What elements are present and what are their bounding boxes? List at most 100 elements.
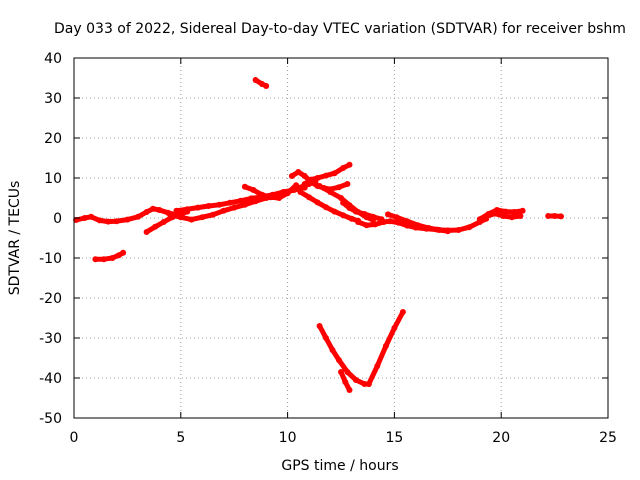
y-tick-label: 20 (44, 131, 62, 147)
data-point (331, 208, 338, 215)
y-tick-label: 10 (44, 171, 62, 187)
data-point (284, 190, 291, 197)
data-point (109, 255, 116, 261)
data-point (331, 170, 338, 177)
data-point (124, 216, 131, 223)
data-point (355, 219, 362, 225)
axis-ticks: 0 5 10 15 20 25 -50 -40 -30 -20 -10 0 10 20 30 40 (39, 51, 617, 446)
data-point (551, 213, 558, 219)
chart-title: Day 033 of 2022, Sidereal Day-to-day VTE… (54, 21, 626, 37)
data-point (96, 217, 103, 224)
data-point (363, 222, 370, 229)
data-point (248, 195, 255, 202)
y-tick-label: 30 (44, 91, 62, 107)
data-point (517, 213, 524, 219)
y-tick-label: -40 (39, 371, 62, 387)
data-point (308, 176, 315, 183)
data-point (188, 216, 195, 223)
data-point (511, 209, 517, 215)
data-point (160, 219, 167, 225)
data-point (346, 205, 353, 211)
data-point (545, 213, 552, 219)
data-point (444, 228, 451, 235)
data-point (152, 223, 159, 230)
data-point (267, 194, 274, 201)
data-point (120, 249, 127, 256)
data-point (316, 323, 323, 329)
data-point (340, 212, 347, 219)
data-point (241, 183, 248, 190)
data-point (167, 211, 174, 218)
data-point (259, 191, 265, 198)
data-point (327, 189, 334, 195)
data-point (372, 221, 379, 228)
data-point (194, 204, 201, 211)
data-point (199, 214, 206, 221)
y-tick-label: 0 (53, 211, 62, 227)
data-point (276, 195, 283, 201)
data-point (92, 256, 99, 263)
data-point (226, 199, 233, 206)
data-point (323, 172, 329, 179)
data-point (361, 211, 368, 217)
data-point (399, 309, 406, 315)
data-point (391, 325, 398, 331)
data-point (231, 204, 238, 211)
data-point (335, 184, 342, 191)
data-point (414, 222, 421, 229)
data-point (295, 169, 302, 175)
y-axis-label: SDTVAR / TECUs (7, 181, 23, 296)
data-point (177, 214, 184, 221)
data-point (205, 203, 212, 209)
data-point (395, 219, 402, 226)
data-point (150, 205, 156, 212)
y-tick-label: 40 (44, 51, 62, 67)
y-tick-label: -20 (39, 291, 62, 307)
data-point (314, 175, 321, 181)
y-tick-label: -30 (39, 331, 62, 347)
data-point (365, 381, 372, 387)
data-point (476, 216, 483, 223)
data-point (241, 201, 248, 208)
data-point (81, 215, 88, 221)
data-point (301, 173, 308, 179)
data-point (143, 229, 150, 235)
data-point (88, 213, 95, 220)
data-point (387, 218, 394, 225)
data-series-layer (73, 77, 564, 393)
data-point (483, 213, 490, 220)
data-point (100, 256, 107, 263)
data-point (301, 181, 308, 187)
data-point (361, 381, 368, 387)
data-point (105, 218, 112, 225)
data-point (404, 218, 411, 225)
data-point (385, 211, 391, 218)
data-point (353, 208, 359, 215)
data-point (173, 207, 180, 214)
y-tick-label: -10 (39, 251, 62, 267)
data-point (113, 218, 120, 225)
data-point (338, 195, 344, 201)
data-point (382, 343, 389, 349)
data-point (220, 207, 227, 214)
data-point (374, 363, 381, 369)
data-point (519, 207, 526, 214)
data-point (466, 224, 473, 231)
data-point (380, 219, 387, 225)
data-point (314, 199, 321, 206)
data-point (135, 213, 142, 220)
plot-frame (73, 57, 609, 419)
x-tick-label: 15 (385, 430, 403, 446)
y-tick-label: -50 (39, 411, 62, 427)
data-point (425, 225, 432, 231)
x-tick-label: 20 (492, 430, 510, 446)
data-point (491, 210, 498, 217)
data-point (184, 206, 191, 213)
data-point (316, 183, 323, 189)
data-point (344, 369, 351, 375)
data-point (335, 357, 342, 363)
data-point (348, 215, 355, 222)
data-point (250, 187, 257, 193)
